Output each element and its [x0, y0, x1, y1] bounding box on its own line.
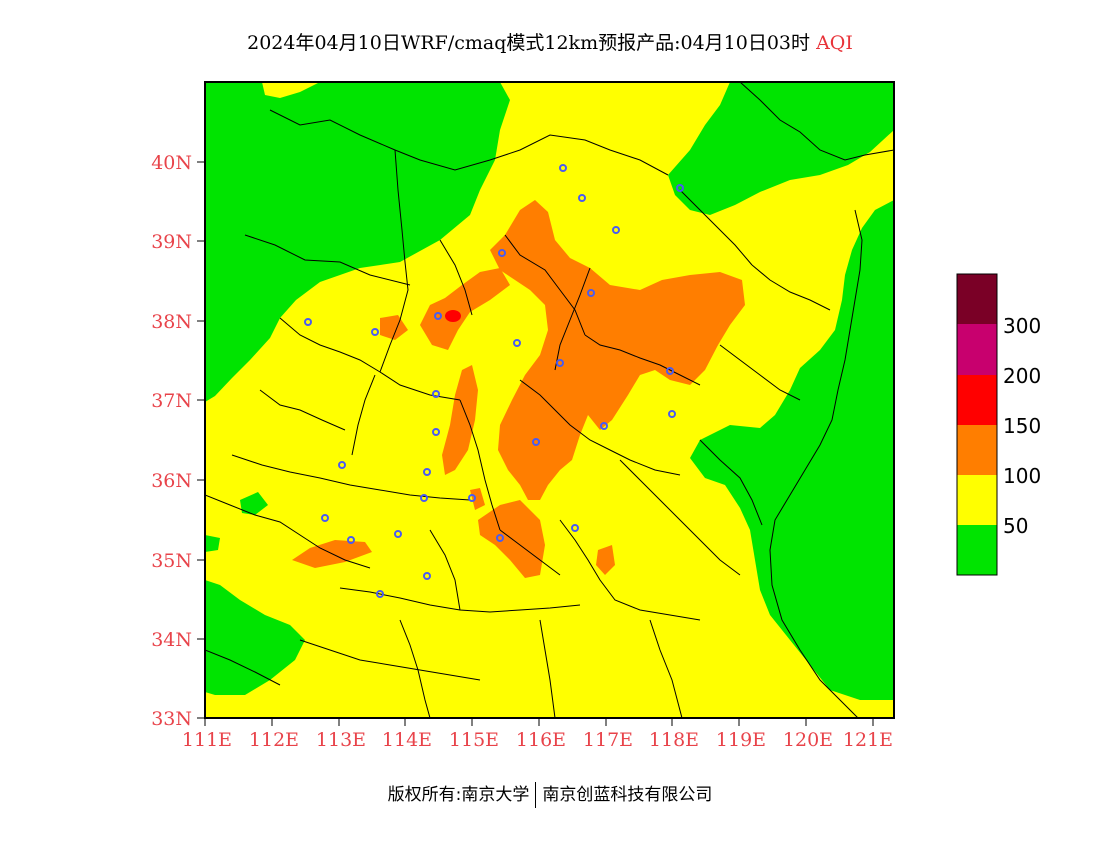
lon-label-114e: 114E	[382, 729, 432, 751]
lon-label-121e: 121E	[843, 729, 893, 751]
usg-aqi-region-small-south	[596, 545, 615, 575]
longitude-labels: 111E 112E 113E 114E 115E 116E 117E 118E …	[182, 729, 893, 751]
admin-boundaries	[205, 82, 894, 718]
city-markers	[304, 164, 684, 598]
good-aqi-region-northeast	[668, 82, 894, 215]
legend-label-300: 300	[1003, 314, 1041, 338]
legend-label-200: 200	[1003, 364, 1041, 388]
map-plot-area	[205, 82, 894, 718]
lat-label-37n: 37N	[151, 390, 192, 412]
aqi-color-legend: 300 200 150 100 50	[956, 273, 1041, 576]
lon-label-119e: 119E	[716, 729, 766, 751]
lat-label-36n: 36N	[151, 470, 192, 492]
good-aqi-region-west	[205, 492, 268, 552]
lat-label-34n: 34N	[151, 629, 192, 651]
map-title-variable: AQI	[816, 32, 853, 54]
legend-label-50: 50	[1003, 514, 1028, 538]
legend-frame	[956, 273, 998, 576]
usg-aqi-region-north-west	[420, 268, 510, 350]
legend-swatch-very-unhealthy	[957, 324, 997, 375]
usg-aqi-region-small-west	[380, 315, 408, 340]
lat-label-39n: 39N	[151, 231, 192, 253]
axis-ticks	[197, 161, 874, 726]
legend-swatch-hazardous	[957, 274, 997, 324]
map-title: 2024年04月10日WRF/cmaq模式12km预报产品:04月10日03时 …	[0, 28, 1100, 55]
usg-aqi-region-small-center	[470, 488, 485, 510]
good-aqi-region-southwest	[205, 580, 305, 695]
lon-label-116e: 116E	[516, 729, 566, 751]
latitude-labels: 40N 39N 38N 37N 36N 35N 34N 33N	[151, 152, 192, 730]
lon-label-118e: 118E	[649, 729, 699, 751]
lat-label-33n: 33N	[151, 708, 192, 730]
legend-swatch-good	[957, 525, 997, 575]
copyright-right: 南京创蓝科技有限公司	[542, 785, 713, 805]
usg-aqi-region-central-west-streak	[442, 365, 478, 475]
legend-swatch-moderate	[957, 475, 997, 525]
lon-label-117e: 117E	[583, 729, 633, 751]
copyright-notice: 版权所有:南京大学 南京创蓝科技有限公司	[0, 780, 1100, 808]
lat-label-40n: 40N	[151, 152, 192, 174]
unhealthy-aqi-spot	[445, 310, 461, 322]
map-title-main: 2024年04月10日WRF/cmaq模式12km预报产品:04月10日03时	[247, 32, 811, 54]
legend-label-100: 100	[1003, 464, 1041, 488]
good-aqi-region-east-coast	[690, 200, 894, 700]
lon-label-112e: 112E	[249, 729, 299, 751]
good-aqi-region-northwest	[205, 82, 510, 402]
lat-label-35n: 35N	[151, 550, 192, 572]
copyright-separator	[535, 782, 537, 808]
legend-label-150: 150	[1003, 414, 1041, 438]
legend-swatch-unhealthy	[957, 375, 997, 425]
usg-aqi-region-central-band	[490, 200, 745, 500]
lon-label-115e: 115E	[449, 729, 499, 751]
lat-label-38n: 38N	[151, 311, 192, 333]
lon-label-113e: 113E	[316, 729, 366, 751]
lon-label-111e: 111E	[182, 729, 232, 751]
lon-label-120e: 120E	[783, 729, 833, 751]
legend-swatch-usg	[957, 425, 997, 475]
copyright-left: 版权所有:南京大学	[387, 785, 530, 805]
